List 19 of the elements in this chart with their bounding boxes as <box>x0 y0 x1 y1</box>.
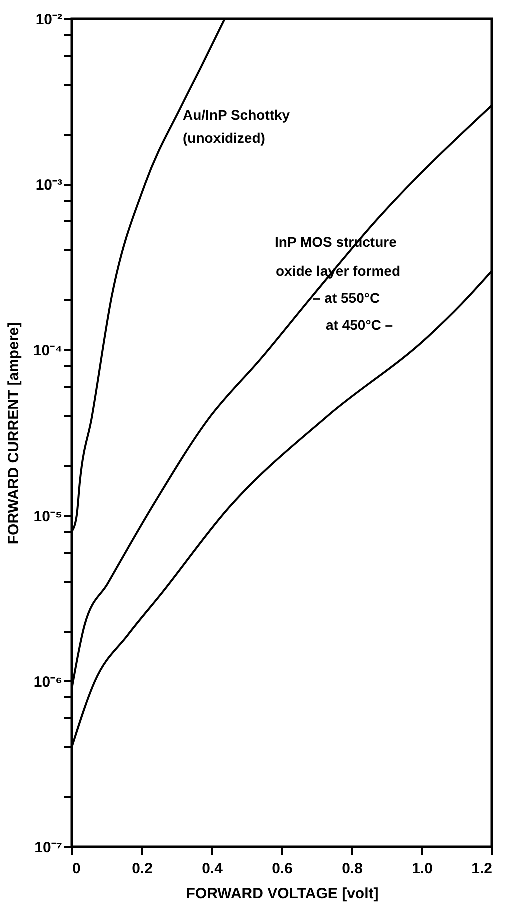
y-axis-title: FORWARD CURRENT [ampere] <box>5 322 22 545</box>
x-tick-label: 0.4 <box>202 860 224 878</box>
x-tick-label: 0 <box>72 860 81 878</box>
y-tick-label: 10⁻⁷ <box>34 840 62 856</box>
annotation: – at 550°C <box>313 290 380 306</box>
y-tick-label: 10⁻³ <box>36 177 62 194</box>
y-tick-label: 10⁻⁶ <box>34 674 62 691</box>
x-tick-label: 0.6 <box>272 860 293 878</box>
x-tick-label: 1.2 <box>472 860 492 878</box>
annotation: at 450°C – <box>326 317 394 333</box>
x-axis-title: FORWARD VOLTAGE [volt] <box>186 886 379 902</box>
x-tick-label: 0.2 <box>132 860 153 878</box>
y-tick-label: 10⁻⁵ <box>34 508 62 526</box>
annotation: Au/InP Schottky <box>183 107 290 123</box>
annotation: (unoxidized) <box>183 130 266 146</box>
x-tick-label: 1.0 <box>412 860 433 878</box>
y-tick-label: 10⁻² <box>36 12 62 28</box>
x-tick-label: 0.8 <box>342 860 363 878</box>
y-tick-label: 10⁻⁴ <box>33 342 62 360</box>
